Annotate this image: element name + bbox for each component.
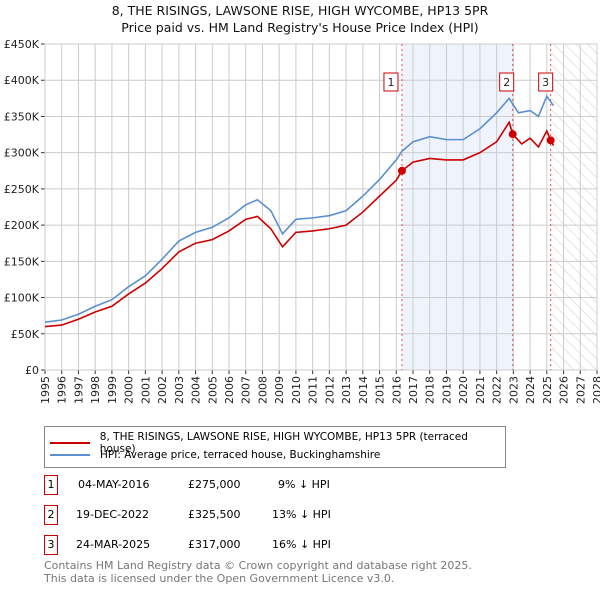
- sale-point: [546, 136, 555, 145]
- sale-date: 04-MAY-2016: [78, 478, 150, 491]
- y-tick-label: £300K: [4, 147, 40, 160]
- sale-date: 19-DEC-2022: [76, 508, 150, 521]
- x-tick-label: 1995: [39, 376, 52, 404]
- x-tick-label: 2010: [290, 376, 303, 404]
- x-tick-label: 2006: [223, 376, 236, 404]
- x-tick-label: 1999: [106, 376, 119, 404]
- x-tick-label: 2005: [206, 376, 219, 404]
- footer-line1: Contains HM Land Registry data © Crown c…: [44, 559, 472, 572]
- x-tick-label: 2008: [256, 376, 269, 404]
- sale-row: 2 19-DEC-2022 £325,500 13% ↓ HPI: [44, 505, 464, 527]
- footer-line2: This data is licensed under the Open Gov…: [44, 572, 395, 585]
- sale-marker-box: [538, 72, 554, 92]
- sale-marker-box: [383, 72, 399, 92]
- x-tick-label: 2001: [139, 376, 152, 404]
- x-tick-label: 2015: [374, 376, 387, 404]
- x-tick-label: 2002: [156, 376, 169, 404]
- legend: 8, THE RISINGS, LAWSONE RISE, HIGH WYCOM…: [44, 426, 506, 468]
- x-tick-label: 2023: [507, 376, 520, 404]
- x-tick-label: 2009: [273, 376, 286, 404]
- sale-marker-label: 2: [44, 505, 58, 525]
- x-tick-label: 2014: [357, 376, 370, 404]
- sale-price: £275,000: [188, 478, 241, 491]
- x-tick-label: 2020: [457, 376, 470, 404]
- x-tick-label: 2022: [491, 376, 504, 404]
- sale-marker-label: 3: [542, 76, 549, 89]
- sale-marker-label: 3: [44, 535, 58, 555]
- x-tick-label: 2016: [390, 376, 403, 404]
- x-tick-label: 2024: [524, 376, 537, 404]
- legend-blue-swatch: [50, 454, 90, 456]
- sale-hpi: 13% ↓ HPI: [272, 508, 331, 521]
- plot-frame: [44, 43, 598, 371]
- sale-point: [508, 130, 517, 139]
- sale-row: 3 24-MAR-2025 £317,000 16% ↓ HPI: [44, 535, 464, 557]
- x-tick-label: 2000: [123, 376, 136, 404]
- sale-marker-label: 2: [503, 76, 510, 89]
- chart-title: 8, THE RISINGS, LAWSONE RISE, HIGH WYCOM…: [111, 3, 489, 18]
- x-tick-label: 2018: [424, 376, 437, 404]
- x-tick-label: 2027: [574, 376, 587, 404]
- sale-marker-box: [499, 72, 515, 92]
- x-tick-label: 2019: [440, 376, 453, 404]
- x-tick-label: 2013: [340, 376, 353, 404]
- y-tick-label: £50K: [11, 328, 40, 341]
- x-tick-label: 2004: [190, 376, 203, 404]
- chart-subtitle: Price paid vs. HM Land Registry's House …: [121, 20, 479, 35]
- x-tick-label: 2017: [407, 376, 420, 404]
- hpi-line: [45, 94, 555, 323]
- sale-marker-label: 1: [44, 475, 58, 495]
- sale-price: £317,000: [188, 538, 241, 551]
- sale-marker-label: 1: [387, 76, 394, 89]
- x-tick-label: 2026: [558, 376, 571, 404]
- sale-date: 24-MAR-2025: [76, 538, 151, 551]
- legend-red-label: 8, THE RISINGS, LAWSONE RISE, HIGH WYCOM…: [99, 431, 468, 455]
- price-chart: 1995 1996 1997 1998 1999 2000 2001 2002 2003 2004…: [4, 38, 600, 404]
- x-tick-label: 2007: [240, 376, 253, 404]
- legend-red-swatch: [50, 442, 90, 444]
- x-tick-label: 2012: [323, 376, 336, 404]
- x-tick-label: 2025: [541, 376, 554, 404]
- y-tick-label: £250K: [4, 183, 40, 196]
- x-tick-label: 2003: [173, 376, 186, 404]
- x-tick-label: 1996: [56, 376, 69, 404]
- x-tick-label: 2011: [307, 376, 320, 404]
- x-tick-label: 1997: [72, 376, 85, 404]
- y-tick-label: £200K: [4, 219, 40, 232]
- y-tick-label: £0: [25, 364, 39, 377]
- x-tick-label: 1998: [89, 376, 102, 404]
- legend-blue-label: HPI: Average price, terraced house, Buck…: [100, 449, 381, 461]
- forecast-hatch: [551, 44, 597, 370]
- sale-price: £325,500: [188, 508, 241, 521]
- sale-hpi: 16% ↓ HPI: [272, 538, 331, 551]
- y-tick-label: £100K: [4, 292, 40, 305]
- y-tick-label: £150K: [4, 255, 40, 268]
- footer: Contains HM Land Registry data © Crown c…: [44, 559, 472, 585]
- shaded-period: [401, 44, 513, 370]
- sale-row: 1 04-MAY-2016 £275,000 9% ↓ HPI: [44, 475, 464, 497]
- sale-hpi: 9% ↓ HPI: [278, 478, 330, 491]
- y-tick-label: £450K: [4, 38, 40, 51]
- y-tick-label: £350K: [4, 110, 40, 123]
- x-tick-label: 2021: [474, 376, 487, 404]
- sale-point: [397, 166, 406, 175]
- x-tick-label: 2028: [591, 376, 600, 404]
- y-tick-label: £400K: [4, 74, 40, 87]
